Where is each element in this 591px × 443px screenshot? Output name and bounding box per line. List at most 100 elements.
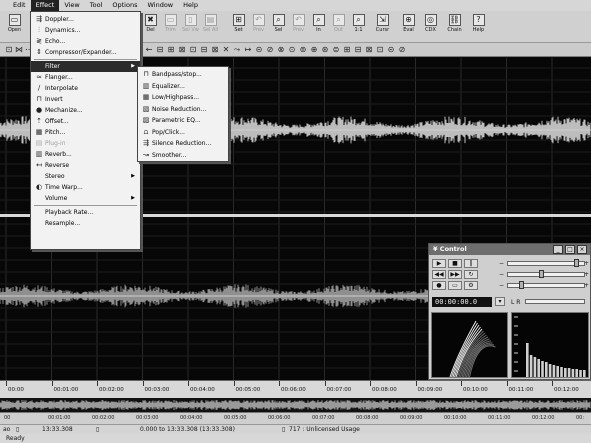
menu-item-reverb[interactable]: ▥ Reverb...	[35, 150, 72, 159]
tool-icon[interactable]: ⋈	[15, 45, 23, 54]
effect-tool-icon[interactable]: ⊞	[167, 45, 175, 54]
effect-tool-icon[interactable]: ✕	[222, 45, 230, 54]
menu-item-plug-in[interactable]: ▤ Plug-in	[35, 139, 66, 148]
effect-tool-icon[interactable]: ⊡	[376, 45, 384, 54]
menu-tool[interactable]: Tool	[89, 1, 103, 9]
zoom-selection-button[interactable]: ⌕ Sel	[268, 13, 289, 40]
filter-item-noise-reduction[interactable]: ▧ Noise Reduction...	[142, 104, 207, 113]
menu-item-offset[interactable]: ⇡ Offset...	[36, 117, 69, 126]
open-button[interactable]: ▭ Open	[7, 14, 22, 33]
menu-item-doppler[interactable]: ⇶ Doppler...	[36, 15, 74, 24]
close-button[interactable]: ×	[577, 245, 587, 254]
effect-tool-icon[interactable]: ⊛	[321, 45, 329, 54]
effect-tool-icon[interactable]: ⊡	[189, 45, 197, 54]
stop-button[interactable]: ■	[448, 259, 462, 268]
select-view-button[interactable]: ▯ Sel Vw	[182, 14, 199, 33]
tool-icon[interactable]: ⊡	[5, 45, 13, 54]
play-button[interactable]: ▶	[432, 259, 446, 268]
menu-item-compressor-expander[interactable]: ⇕ Compressor/Expander...	[36, 48, 117, 57]
menu-options[interactable]: Options	[112, 1, 138, 9]
effect-tool-icon[interactable]: ⊠	[211, 45, 219, 54]
overview-waveform[interactable]	[0, 398, 591, 412]
effect-tool-icon[interactable]: ⊚	[299, 45, 307, 54]
time-ruler[interactable]: 00:00 00:01:00 00:02:00 00:03:00 00:04:00 00:…	[0, 380, 591, 398]
loop-button[interactable]: ↻	[464, 270, 478, 279]
menu-edit[interactable]: Edit	[13, 1, 26, 9]
record-mode-button[interactable]: ▭	[448, 281, 462, 290]
help-button[interactable]: ? Help	[472, 14, 485, 33]
menu-item-invert[interactable]: ⊓ Invert	[36, 95, 63, 104]
zoom-in-button[interactable]: ⌕ In	[308, 13, 329, 40]
menu-item-pitch[interactable]: ▦ Pitch...	[35, 128, 66, 137]
volume-slider-knob[interactable]	[574, 259, 579, 267]
effect-tool-icon[interactable]: ⊗	[277, 45, 285, 54]
balance-slider-knob[interactable]	[519, 281, 524, 289]
effect-tool-icon[interactable]: ⊝	[255, 45, 263, 54]
effect-tool-icon[interactable]: ↦	[244, 45, 252, 54]
speed-slider-knob[interactable]	[539, 270, 544, 278]
effect-tool-icon[interactable]: ⊘	[398, 45, 406, 54]
menu-item-playback-rate[interactable]: Playback Rate...	[45, 209, 94, 216]
menu-view[interactable]: View	[64, 1, 80, 9]
select-all-button[interactable]: ▤ Sel All	[202, 14, 219, 33]
settings-button[interactable]: ⚙	[464, 281, 478, 290]
effect-tool-icon[interactable]: ⊟	[200, 45, 208, 54]
menu-item-reverse[interactable]: ↤ Reverse	[36, 161, 70, 170]
filter-item-silence-reduction[interactable]: ⇶ Silence Reduction...	[143, 139, 212, 148]
menu-item-interpolate[interactable]: ∕ Interpolate	[31, 83, 140, 94]
filter-item-equalizer[interactable]: ▥ Equalizer...	[142, 81, 185, 90]
trim-button[interactable]: ▭ Trim	[164, 14, 177, 33]
zoom-out-button[interactable]: ⌕ Out	[332, 14, 345, 33]
rewind-button[interactable]: ◀◀	[432, 270, 446, 279]
menu-item-echo[interactable]: ≷ Echo...	[36, 37, 66, 46]
effect-tool-icon[interactable]: ⊠	[178, 45, 186, 54]
cursor-button[interactable]: ⇲ Cursr	[375, 14, 390, 33]
fast-forward-button[interactable]: ▶▶	[448, 270, 462, 279]
menu-item-stereo[interactable]: Stereo ▶	[45, 173, 135, 180]
menu-item-time-warp[interactable]: ◐ Time Warp...	[35, 183, 83, 192]
effect-tool-icon[interactable]: ⊟	[156, 45, 164, 54]
menu-effect[interactable]: Effect	[30, 0, 60, 11]
effect-tool-icon[interactable]: ⊞	[343, 45, 351, 54]
menu-item-resample[interactable]: Resample...	[45, 220, 81, 227]
eval-button[interactable]: ⊕ Eval	[402, 14, 415, 33]
menu-item-volume[interactable]: Volume ▶	[45, 195, 135, 202]
zoom-previous-button[interactable]: ↶ Prev	[252, 14, 265, 33]
tool-icon[interactable]: ⋯	[25, 45, 33, 54]
chain-button[interactable]: ⛓ Chain	[447, 14, 462, 33]
counter-mode-button[interactable]: ▾	[495, 297, 505, 306]
zoom-prev-button[interactable]: ↶ Prev	[292, 14, 305, 33]
filter-item-pop-click[interactable]: ⩍ Pop/Click...	[143, 127, 185, 136]
effect-tool-icon[interactable]: ⊜	[332, 45, 340, 54]
filter-item-bandpass-stop[interactable]: ⊓ Bandpass/stop...	[143, 70, 202, 79]
menu-item-dynamics[interactable]: ⫶ Dynamics...	[31, 25, 140, 36]
effect-tool-icon[interactable]: ⊙	[288, 45, 296, 54]
menu-item-mechanize[interactable]: ● Mechanize...	[35, 106, 83, 115]
effect-tool-icon[interactable]: ⊟	[354, 45, 362, 54]
maximize-button[interactable]: □	[565, 245, 575, 254]
effect-tool-icon[interactable]: ⊠	[365, 45, 373, 54]
filter-item-parametric-eq[interactable]: ▨ Parametric EQ...	[142, 116, 201, 125]
menu-item-flanger[interactable]: ≈ Flanger...	[36, 73, 73, 82]
menu-item-filter[interactable]: Filter ▶	[31, 61, 140, 72]
effect-tool-icon[interactable]: ←	[145, 45, 153, 54]
filter-item-low-highpass[interactable]: ▦ Low/Highpass...	[142, 93, 200, 102]
speed-slider[interactable]	[507, 272, 585, 277]
delete-button[interactable]: ✖ Del	[144, 14, 157, 33]
zoom-normal-button[interactable]: ⌕ 1:1	[352, 14, 365, 33]
cdx-button[interactable]: ◎ CDX	[424, 14, 437, 33]
effect-tool-icon[interactable]: ⊝	[387, 45, 395, 54]
menu-help[interactable]: Help	[183, 1, 198, 9]
pause-button[interactable]: ‖	[464, 259, 478, 268]
filter-item-smoother[interactable]: ↝ Smoother...	[143, 150, 187, 159]
minimize-button[interactable]: _	[553, 245, 563, 254]
volume-slider[interactable]	[507, 261, 585, 266]
effect-tool-icon[interactable]: ⤳	[233, 45, 241, 54]
effect-tool-icon[interactable]: ⊕	[310, 45, 318, 54]
set-button[interactable]: ⊞ Set	[232, 14, 245, 33]
balance-slider[interactable]	[507, 283, 585, 288]
record-button[interactable]: ●	[432, 281, 446, 290]
effect-tool-icon[interactable]: ⊘	[266, 45, 274, 54]
menu-window[interactable]: Window	[147, 1, 174, 9]
channel-divider[interactable]	[0, 214, 591, 217]
